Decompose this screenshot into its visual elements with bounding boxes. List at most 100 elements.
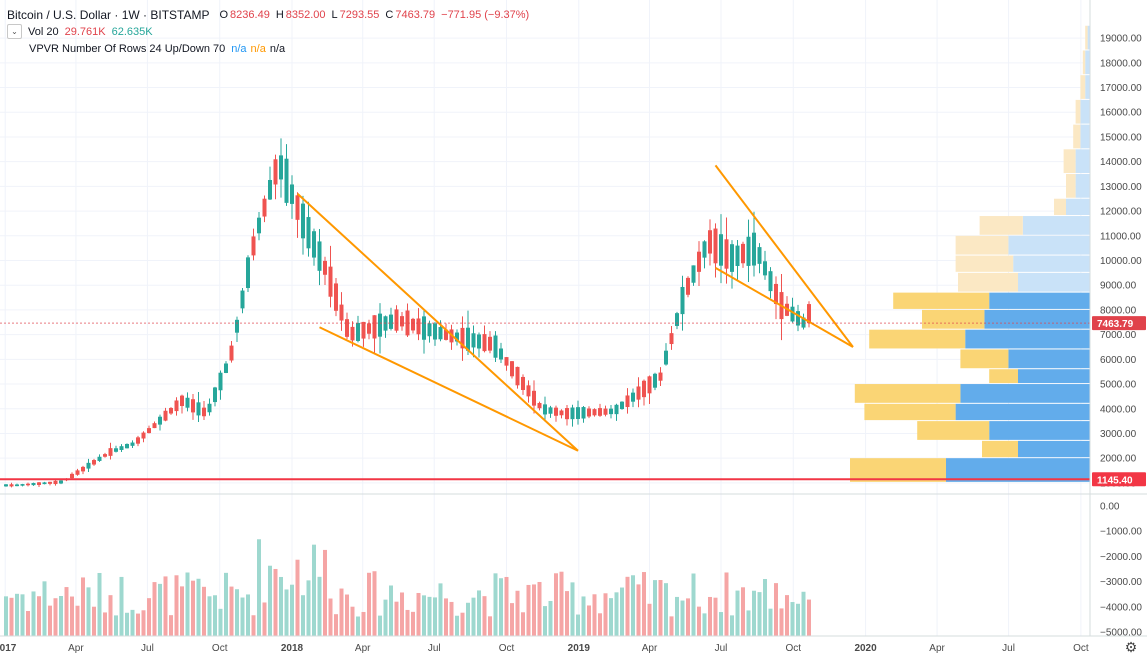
vp-row-down [854,384,961,403]
volume-bar [323,549,327,636]
vp-row-down [864,403,956,421]
candle-body [438,327,443,340]
vp-row-up [1018,369,1090,384]
volume-bar [141,610,146,636]
candle-body [400,316,404,327]
price-tick-label: 9000.00 [1100,281,1137,292]
volume-bar [779,608,784,636]
trendline [296,193,579,452]
candle-body [240,290,245,309]
candle-body [147,428,151,434]
volume-bar [576,614,580,636]
vp-row-up [1075,174,1090,198]
gear-icon[interactable]: ⚙ [1124,638,1138,655]
vp-row-down [1085,25,1088,50]
candle-body [493,335,498,358]
time-tick-label: 2020 [854,643,877,654]
volume-bar [790,602,795,636]
candle-body [350,326,355,341]
candle-body [378,313,382,337]
vol-value-1: 29.761K [64,25,106,38]
candle-body [97,456,102,461]
candle-body [4,484,8,487]
candle-body [37,482,41,485]
candle-body [686,277,690,295]
volume-tick-label: −4000.00 [1100,602,1142,613]
candle-body [356,322,360,341]
volume-bar [488,616,492,636]
candle-body [570,407,575,420]
volume-bar [152,582,157,636]
candle-body [466,327,470,351]
volume-bar [4,596,8,636]
chevron-down-icon[interactable]: ⌄ [7,24,22,39]
volume-bar [565,591,569,636]
vpvr-indicator-name[interactable]: VPVR Number Of Rows 24 Up/Down 70 [29,42,226,55]
time-tick-label: Jul [1002,643,1015,654]
volume-bar [504,576,509,636]
candle-body [235,319,239,333]
candle-body [510,361,514,377]
candle-body [218,372,223,391]
vp-row-up [960,384,1090,403]
vp-row-down [1080,75,1086,99]
candle-body [191,399,195,413]
volume-bar [587,605,591,636]
candle-body [158,416,162,425]
price-tick-label: 3000.00 [1100,429,1137,440]
vpvr-value-3: n/a [269,42,286,55]
candle-body [394,309,399,331]
price-tick-label: 11000.00 [1100,231,1141,242]
volume-bar [647,603,652,636]
volume-bar [680,600,685,636]
volume-bar [70,596,74,636]
candle-body [152,423,157,429]
time-tick-label: Oct [786,643,802,654]
candle-body [620,401,624,410]
volume-tick-label: −3000.00 [1100,577,1142,588]
vp-row-up [1013,255,1090,272]
vp-row-up [1018,272,1090,292]
volume-bar [609,598,613,636]
candle-body [592,409,597,416]
open-value: 8236.49 [230,8,270,21]
volume-bar [460,612,465,636]
volume-bar [471,597,476,636]
volume-bar [438,583,443,636]
candle-body [576,407,580,419]
volume-bar [257,539,261,636]
volume-bar [15,593,19,636]
vpvr-value-1: n/a [231,42,247,55]
volume-bar [653,580,657,636]
candle-body [746,236,751,266]
vp-row-up [1087,25,1090,50]
candle-body [719,234,723,266]
candle-body [125,443,129,449]
volume-bar [196,578,201,636]
volume-bar [763,579,767,636]
volume-bar [213,595,217,636]
candle-body [367,323,371,334]
volume-bar [592,594,597,636]
volume-bar [125,612,129,636]
candle-body [290,184,294,204]
volume-bar [48,605,52,636]
vp-row-down [979,216,1023,235]
volume-bar [801,591,806,636]
volume-bar [746,610,751,636]
volume-bar [97,572,102,636]
volume-bar [383,599,388,636]
vp-row-down [893,292,990,309]
volume-bar [389,585,393,636]
time-tick-label: Apr [68,643,84,654]
candle-body [372,315,377,339]
grid-lines [0,0,1090,636]
candle-body [306,217,311,249]
candle-body [334,283,338,311]
volume-bar [136,613,140,636]
volume-bar [367,572,371,636]
symbol-title[interactable]: Bitcoin / U.S. Dollar · 1W · BITSTAMP [7,7,210,22]
vol-indicator-name[interactable]: Vol 20 [28,25,59,38]
current-price-tag-text: 7463.79 [1097,319,1134,330]
